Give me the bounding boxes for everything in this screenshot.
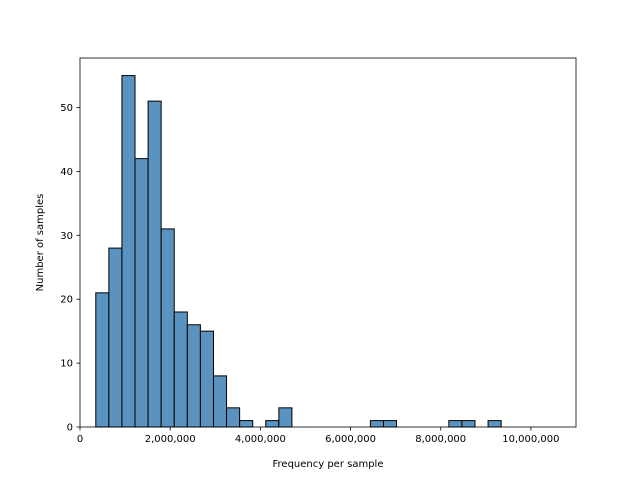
y-axis-label: Number of samples [35,194,46,292]
histogram-bar [134,158,149,428]
bars-group [95,75,502,428]
histogram-bar [278,407,293,428]
histogram-bar [226,407,241,428]
y-tick-label: 30 [60,231,73,242]
plot-frame [79,57,577,428]
histogram-bar [173,311,188,428]
histogram-bar [160,228,175,428]
histogram-bar [487,420,502,428]
x-tick-label: 4,000,000 [235,434,286,445]
x-tick-label: 2,000,000 [145,434,196,445]
histogram-bar [199,330,214,428]
histogram-bar [147,100,162,428]
histogram-bar [108,247,123,428]
x-axis-label: Frequency per sample [273,459,384,470]
y-tick-label: 10 [60,359,73,370]
y-axis-ticks: 0 10 20 30 40 50 [60,103,80,434]
y-tick-label: 40 [60,167,73,178]
y-tick-label: 20 [60,295,73,306]
histogram-bar [212,375,228,428]
histogram-bar [265,420,280,428]
x-axis-ticks: 0 2,000,000 4,000,000 6,000,000 8,000,000 10,… [77,427,560,445]
x-tick-label: 0 [77,434,83,445]
histogram-bar [382,420,398,428]
histogram-bar [186,324,201,428]
histogram-bar [461,420,476,428]
histogram-bar [369,420,384,428]
y-tick-label: 50 [60,103,73,114]
histogram-bar [95,292,110,428]
histogram-bar [448,420,463,428]
x-tick-label: 8,000,000 [415,434,466,445]
x-tick-label: 10,000,000 [502,434,559,445]
x-tick-label: 6,000,000 [325,434,376,445]
histogram-bar [121,75,136,428]
histogram-bar [239,420,254,428]
y-tick-label: 0 [67,423,73,434]
